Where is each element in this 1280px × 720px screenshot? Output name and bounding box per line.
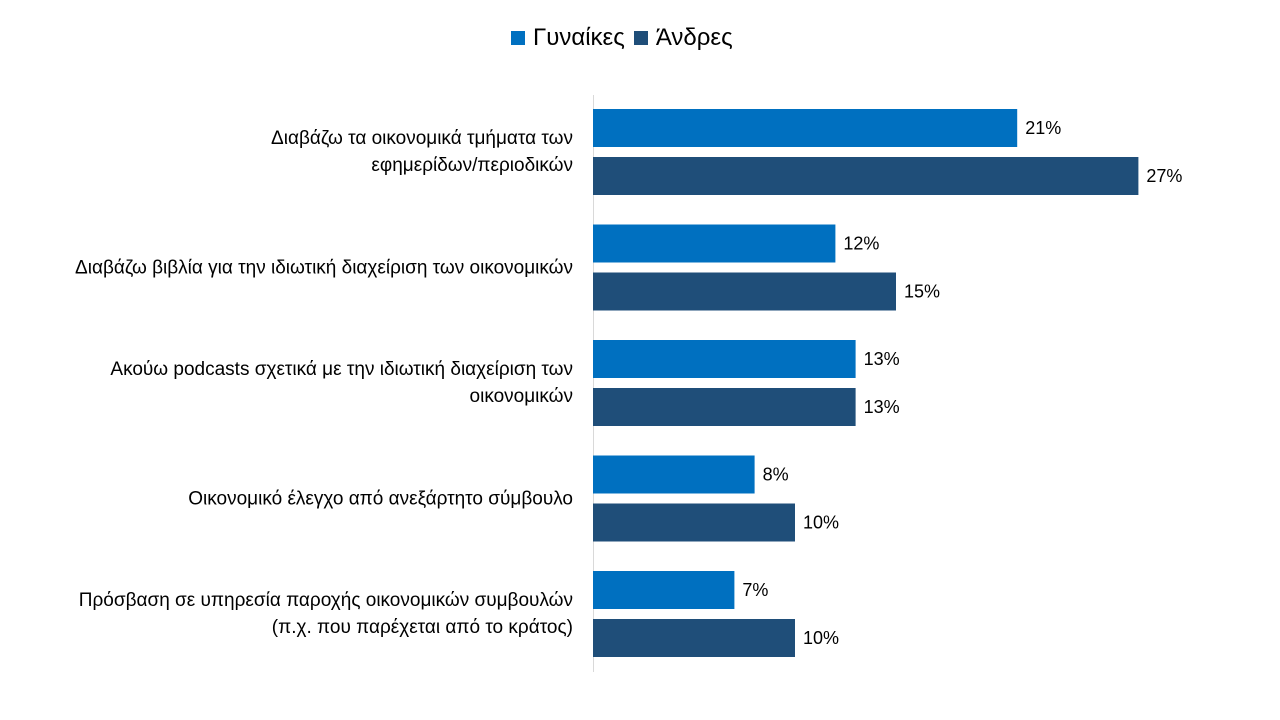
legend-item-women: Γυναίκες [511, 24, 625, 52]
data-label-value: 15 [904, 282, 924, 302]
data-label-unit: % [823, 628, 839, 648]
data-label-men: 15% [904, 282, 940, 302]
data-label-value: 8 [763, 465, 773, 485]
bar-men [593, 272, 896, 311]
category-label: Ακούω podcasts σχετικά με την ιδιωτική δ… [110, 359, 573, 407]
data-label-women: 21% [1025, 118, 1061, 138]
data-label-value: 12 [843, 234, 863, 254]
category-label: Διαβάζω τα οικονομικά τμήματα των εφημερ… [271, 128, 573, 176]
data-label-unit: % [884, 349, 900, 369]
legend: Γυναίκες Άνδρες [511, 24, 742, 52]
data-label-value: 10 [803, 513, 823, 533]
bar-men [593, 157, 1139, 195]
legend-label-women: Γυναίκες [533, 24, 625, 51]
category-label: Πρόσβαση σε υπηρεσία παροχής οικονομικών… [78, 590, 573, 638]
data-label-unit: % [924, 282, 940, 302]
data-label-men: 27% [1146, 166, 1182, 186]
data-label-women: 13% [864, 349, 900, 369]
bar-men [593, 619, 795, 657]
bar-women [593, 109, 1018, 147]
data-label-value: 21 [1025, 118, 1045, 138]
data-label-unit: % [823, 513, 839, 533]
data-label-unit: % [773, 465, 789, 485]
legend-swatch-women [511, 31, 525, 45]
data-label-women: 7% [742, 580, 768, 600]
legend-item-men: Άνδρες [633, 24, 733, 52]
bar-women [593, 455, 755, 494]
legend-label-men: Άνδρες [655, 24, 733, 51]
data-label-value: 7 [742, 580, 752, 600]
data-label-women: 12% [843, 234, 879, 254]
bar-women [593, 340, 856, 378]
legend-swatch-men [633, 31, 648, 45]
bars-group [593, 109, 1139, 657]
bar-men [593, 503, 795, 542]
bar-women [593, 571, 735, 609]
data-label-value: 13 [864, 397, 884, 417]
data-label-unit: % [752, 580, 768, 600]
category-label: Διαβάζω βιβλία για την ιδιωτική διαχείρι… [75, 257, 573, 278]
data-label-men: 10% [803, 628, 839, 648]
data-labels-group: 21%27%12%15%13%13%8%10%7%10% [742, 118, 1182, 648]
data-label-unit: % [863, 234, 879, 254]
category-label: Οικονομικό έλεγχο από ανεξάρτητο σύμβουλ… [188, 488, 573, 509]
data-label-women: 8% [763, 465, 789, 485]
bar-men [593, 388, 856, 426]
bar-women [593, 224, 836, 263]
data-label-unit: % [1045, 118, 1061, 138]
data-label-unit: % [884, 397, 900, 417]
data-label-men: 13% [864, 397, 900, 417]
data-label-value: 10 [803, 628, 823, 648]
data-label-unit: % [1166, 166, 1182, 186]
data-label-men: 10% [803, 513, 839, 533]
data-label-value: 27 [1146, 166, 1166, 186]
data-label-value: 13 [864, 349, 884, 369]
